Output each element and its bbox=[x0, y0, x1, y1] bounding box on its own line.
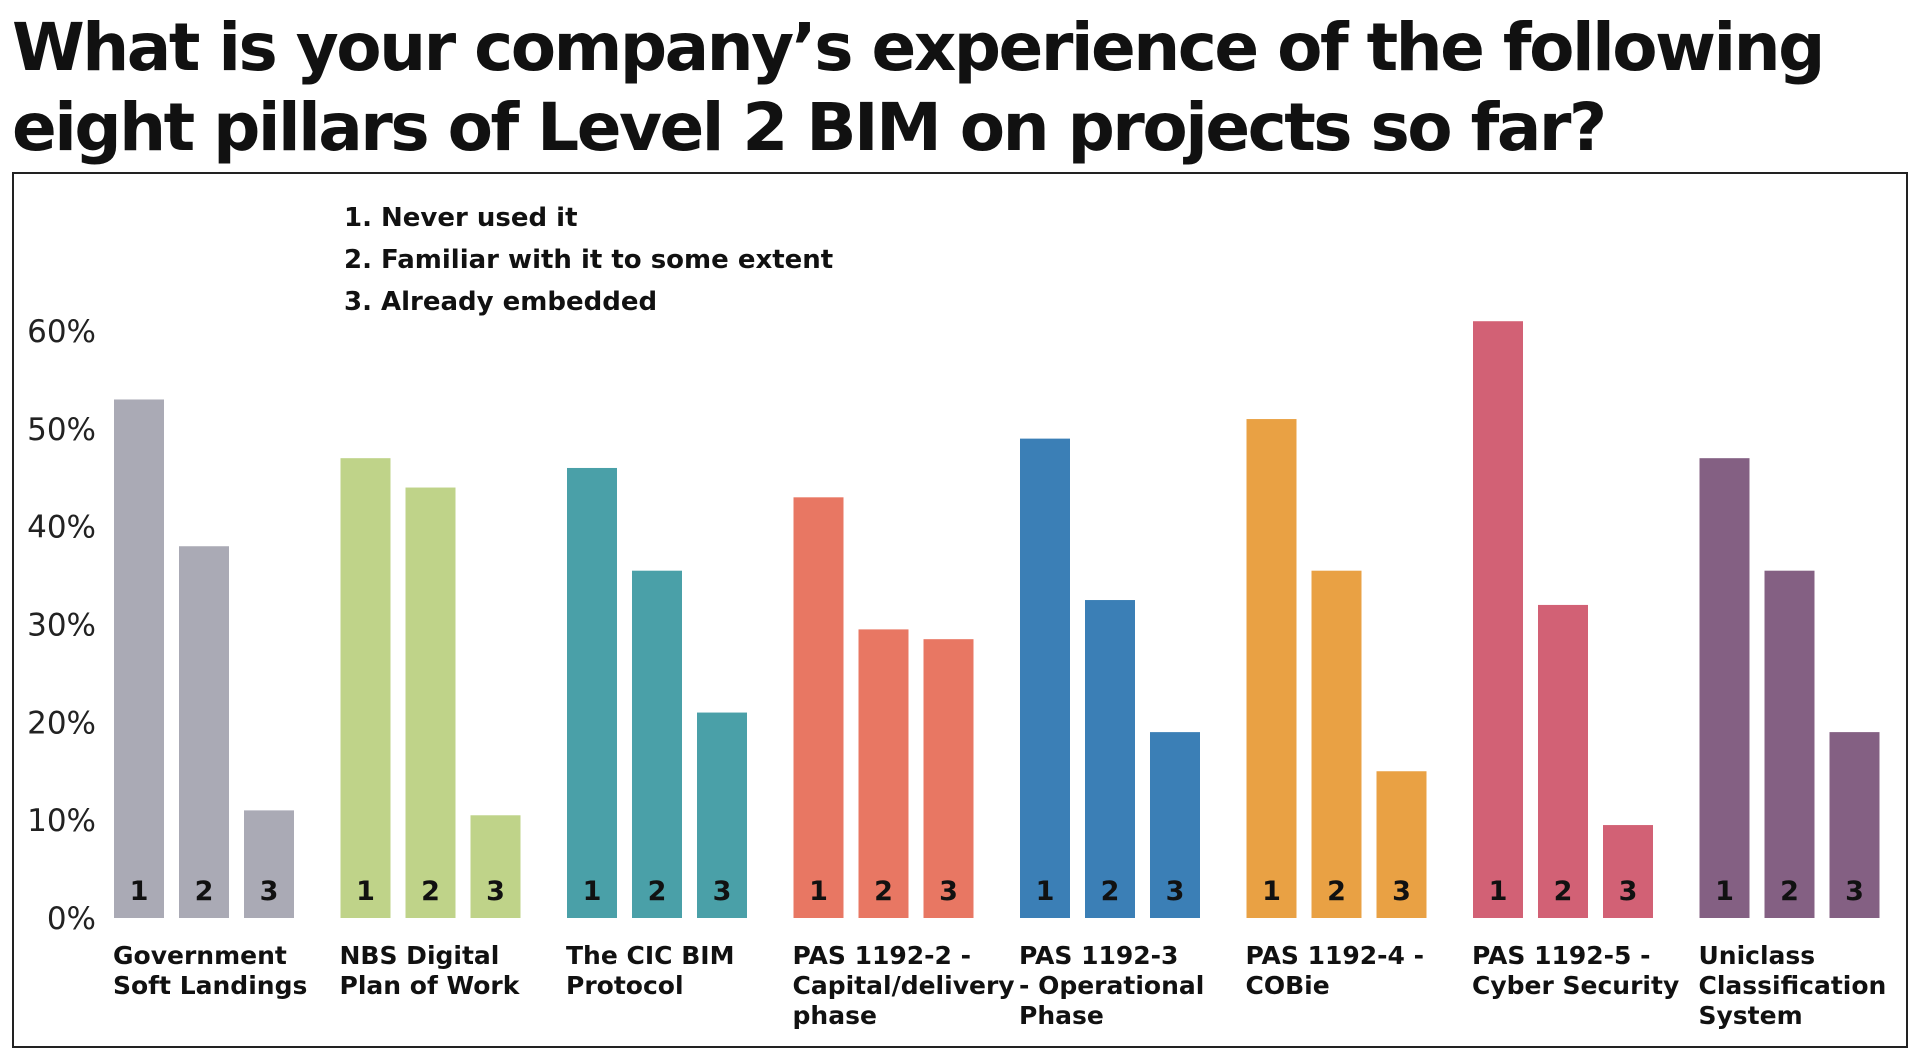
bar bbox=[1764, 570, 1815, 918]
category-label: NBS Digital bbox=[340, 941, 500, 970]
bar bbox=[697, 712, 747, 918]
bar bbox=[1829, 732, 1880, 918]
bar bbox=[567, 467, 617, 918]
bar bbox=[244, 810, 294, 918]
bar-chart: 0% 10% 20% 30% 40% 50% 60% 1. Never used it 2. F… bbox=[27, 203, 1887, 1030]
bar bbox=[1376, 771, 1427, 918]
bar-number-label: 3 bbox=[486, 876, 505, 907]
category-label: The CIC BIM bbox=[566, 941, 734, 970]
category-label: PAS 1192-5 - bbox=[1472, 941, 1651, 970]
chart-title: What is your company’s experience of the… bbox=[12, 9, 1825, 166]
bar-number-label: 1 bbox=[1262, 876, 1281, 907]
bar bbox=[923, 639, 974, 918]
bar-number-label: 1 bbox=[809, 876, 828, 907]
legend-entry: 3. Already embedded bbox=[344, 287, 657, 317]
bar bbox=[1085, 600, 1135, 918]
bar bbox=[1246, 419, 1297, 918]
bar-number-label: 3 bbox=[260, 876, 279, 907]
category-label: - Operational bbox=[1019, 971, 1204, 1000]
bar-number-label: 2 bbox=[1780, 876, 1799, 907]
bar-number-label: 3 bbox=[713, 876, 732, 907]
bar-number-label: 3 bbox=[1619, 876, 1638, 907]
category-label: Plan of Work bbox=[340, 971, 521, 1000]
bar-number-label: 2 bbox=[1554, 876, 1573, 907]
category-label: Protocol bbox=[566, 971, 684, 1000]
bar bbox=[858, 629, 909, 918]
bar-number-label: 2 bbox=[195, 876, 214, 907]
bar-number-label: 3 bbox=[1392, 876, 1411, 907]
category-label: COBie bbox=[1246, 971, 1330, 1000]
category-label: Capital/delivery bbox=[793, 971, 1015, 1000]
category-label: Classification bbox=[1699, 971, 1887, 1000]
bar-number-label: 3 bbox=[939, 876, 958, 907]
bar-number-label: 2 bbox=[874, 876, 893, 907]
bar-number-label: 1 bbox=[356, 876, 375, 907]
bar bbox=[1699, 458, 1750, 918]
bar-number-label: 1 bbox=[1715, 876, 1734, 907]
bar-number-label: 2 bbox=[1101, 876, 1120, 907]
bar bbox=[340, 458, 391, 918]
bar-number-label: 2 bbox=[421, 876, 440, 907]
bar bbox=[114, 399, 164, 918]
category-label: Soft Landings bbox=[113, 971, 307, 1000]
category-label: Cyber Security bbox=[1472, 971, 1679, 1000]
bar bbox=[405, 487, 456, 918]
bar-number-label: 1 bbox=[1489, 876, 1508, 907]
bar bbox=[1311, 570, 1362, 918]
bar bbox=[470, 815, 521, 918]
bar bbox=[1020, 438, 1070, 918]
legend-entry: 1. Never used it bbox=[344, 203, 578, 233]
bar bbox=[1150, 732, 1200, 918]
category-label: Government bbox=[113, 941, 287, 970]
bar-number-label: 1 bbox=[1036, 876, 1055, 907]
y-tick-label: 0% bbox=[47, 901, 96, 937]
category-label: System bbox=[1699, 1001, 1803, 1030]
bar-number-label: 1 bbox=[130, 876, 149, 907]
y-tick-label: 20% bbox=[27, 705, 96, 741]
bar bbox=[179, 546, 229, 918]
y-tick-label: 30% bbox=[27, 608, 96, 644]
bar bbox=[632, 570, 682, 918]
category-label: PAS 1192-4 - bbox=[1246, 941, 1425, 970]
category-label: PAS 1192-2 - bbox=[793, 941, 972, 970]
y-tick-label: 40% bbox=[27, 510, 96, 546]
bar-number-label: 3 bbox=[1845, 876, 1864, 907]
category-label: PAS 1192-3 bbox=[1019, 941, 1178, 970]
category-label: Uniclass bbox=[1699, 941, 1816, 970]
bar bbox=[1603, 825, 1653, 918]
bar bbox=[1538, 604, 1588, 918]
bar-number-label: 2 bbox=[648, 876, 667, 907]
y-tick-label: 60% bbox=[27, 314, 96, 350]
bar-number-label: 3 bbox=[1166, 876, 1185, 907]
bar-number-label: 2 bbox=[1327, 876, 1346, 907]
chart-frame: 0% 10% 20% 30% 40% 50% 60% 1. Never used it 2. F… bbox=[12, 172, 1908, 1048]
y-tick-label: 50% bbox=[27, 412, 96, 448]
bar bbox=[793, 497, 844, 918]
category-label: phase bbox=[793, 1001, 877, 1030]
bar bbox=[1473, 321, 1523, 918]
y-tick-label: 10% bbox=[27, 803, 96, 839]
category-label: Phase bbox=[1019, 1001, 1104, 1030]
legend-entry: 2. Familiar with it to some extent bbox=[344, 245, 833, 275]
bar-number-label: 1 bbox=[583, 876, 602, 907]
